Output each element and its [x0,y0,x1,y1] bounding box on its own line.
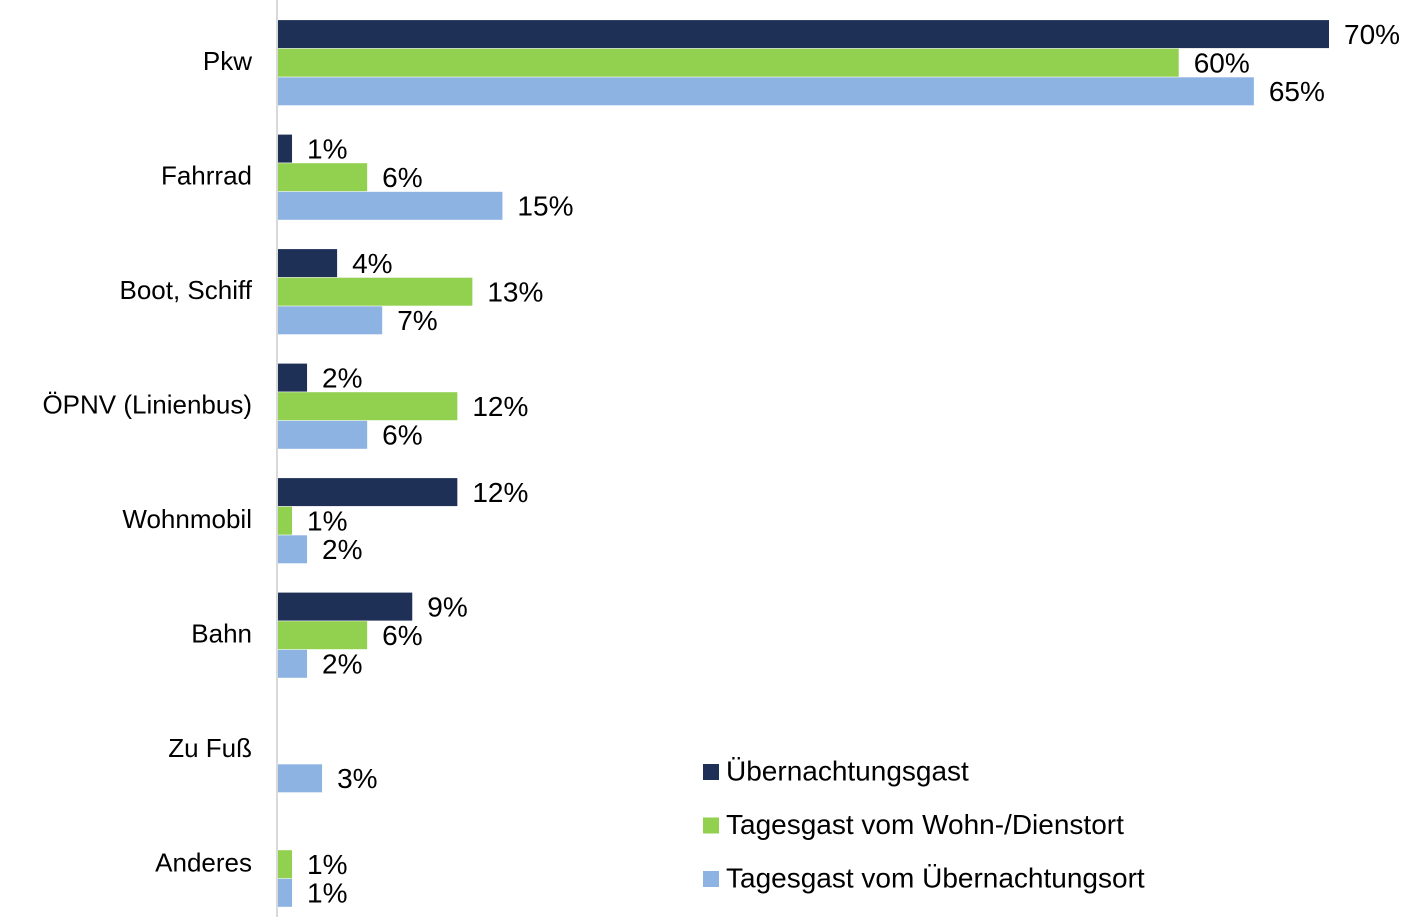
bar [278,764,323,793]
value-label: 2% [322,534,362,565]
category-label: ÖPNV (Linienbus) [42,389,252,419]
bar [278,277,473,306]
legend-label: Tagesgast vom Übernachtungsort [726,862,1145,893]
category-label: Anderes [155,847,252,877]
value-label: 15% [517,190,573,221]
bar [278,20,1329,49]
value-label: 6% [382,162,422,193]
value-label: 1% [307,505,347,536]
value-label: 4% [352,248,392,279]
bar [278,134,293,163]
bar [278,478,458,507]
bar [278,592,413,621]
bar [278,420,368,449]
value-label: 12% [472,391,528,422]
legend-swatch [703,764,719,780]
legend-swatch [703,817,719,834]
value-label: 12% [472,477,528,508]
legend-label: Übernachtungsgast [726,755,969,786]
value-label: 6% [382,419,422,450]
value-label: 1% [307,877,347,908]
bar [278,249,338,278]
bar [278,306,383,335]
category-label: Bahn [191,618,252,648]
bar [278,506,293,535]
category-label: Zu Fuß [168,733,252,763]
category-label: Pkw [203,46,252,76]
bar [278,649,308,678]
bar [278,878,293,907]
legend-label: Tagesgast vom Wohn-/Dienstort [726,809,1124,840]
value-label: 3% [337,763,377,794]
value-label: 1% [307,849,347,880]
value-label: 1% [307,133,347,164]
value-label: 7% [397,305,437,336]
value-label: 6% [382,620,422,651]
value-label: 65% [1269,76,1325,107]
value-label: 2% [322,648,362,679]
value-label: 13% [487,276,543,307]
bar [278,535,308,564]
bar [278,621,368,650]
category-label: Fahrrad [161,160,252,190]
bar [278,392,458,421]
bar [278,48,1179,77]
legend-swatch [703,871,719,887]
value-label: 60% [1194,47,1250,78]
bar [278,363,308,392]
bar [278,850,293,879]
value-label: 2% [322,362,362,393]
category-label: Boot, Schiff [120,275,253,305]
bar [278,77,1254,106]
category-label: Wohnmobil [122,504,252,534]
bar [278,163,368,192]
bar [278,191,503,220]
value-label: 9% [427,591,467,622]
value-label: 70% [1344,19,1400,50]
